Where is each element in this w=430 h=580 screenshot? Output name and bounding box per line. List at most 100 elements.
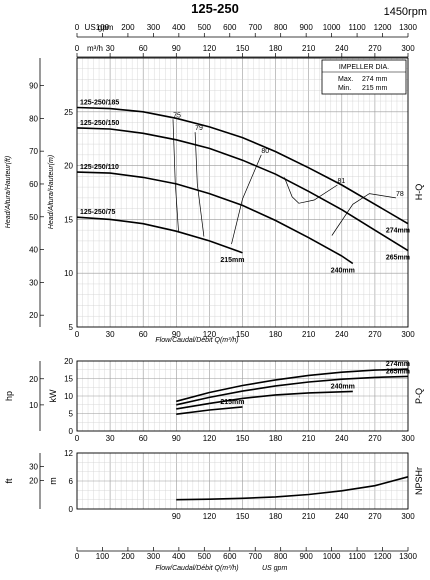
x-tick-label: 240	[335, 330, 349, 339]
label-layer: 0 30 60 90 120 150 180 210 240 270 300510152025203…	[4, 23, 424, 572]
y-ft-tick-label: 40	[29, 246, 38, 255]
power-x-tick-label: 0	[75, 434, 80, 443]
head-curve-name: 125-250/150	[80, 120, 119, 127]
npsh-x-tick-label: 300	[401, 512, 415, 521]
top-m3h-tick-label: 90	[172, 44, 181, 53]
top-gpm-tick-label: 800	[274, 23, 288, 32]
top-m3h-tick-label: 0	[75, 44, 80, 53]
top-gpm-unit-label: US gpm	[85, 23, 114, 32]
bottom-gpm-tick-label: 900	[299, 552, 313, 561]
npsh-x-tick-label: 270	[368, 512, 382, 521]
y-ft-tick-label: 80	[29, 114, 38, 123]
bottom-gpm-tick-label: 0	[75, 552, 80, 561]
top-gpm-tick-label: 700	[249, 23, 263, 32]
impeller-box-title: IMPELLER DIA.	[339, 64, 389, 71]
y-tick-label: 10	[64, 269, 73, 278]
bottom-gpm-tick-label: 800	[274, 552, 288, 561]
npsh-y-tick-label: 0	[69, 505, 74, 514]
power-y-tick-label: 5	[69, 410, 74, 419]
x-tick-label: 120	[203, 330, 217, 339]
power-y-tick-label: 20	[64, 357, 73, 366]
power-curve-240mm	[176, 390, 353, 410]
power-x-tick-label: 30	[106, 434, 115, 443]
power-x-tick-label: 240	[335, 434, 349, 443]
npsh-x-tick-label: 240	[335, 512, 349, 521]
top-m3h-tick-label: 180	[269, 44, 283, 53]
top-m3h-tick-label: 60	[139, 44, 148, 53]
power-curve-215mm	[176, 406, 243, 415]
top-gpm-tick-label: 600	[223, 23, 237, 32]
y-ft-tick-label: 30	[29, 278, 38, 287]
y-tick-label: 20	[64, 162, 73, 171]
power-y-tick-label: 15	[64, 375, 73, 384]
y-tick-label: 15	[64, 215, 73, 224]
head-curve-215mm	[76, 216, 243, 254]
plot-frame	[76, 452, 409, 510]
efficiency-label: 81	[337, 178, 345, 185]
npsh-x-tick-label: 120	[203, 512, 217, 521]
npsh-y-title-ft: ft	[4, 478, 14, 484]
plot-frame	[76, 57, 409, 328]
speed-label: 1450rpm	[384, 6, 427, 18]
efficiency-label: 78	[396, 191, 404, 198]
side-label-pq: P-Q	[414, 388, 424, 404]
npsh-curve	[176, 476, 409, 501]
head-curve-diameter-label: 274mm	[386, 228, 410, 235]
plot-frame	[76, 360, 409, 432]
side-label-npsh: NPSHr	[414, 467, 424, 495]
x-tick-label: 150	[236, 330, 250, 339]
top-m3h-tick-label: 300	[401, 44, 415, 53]
bottom-gpm-tick-label: 500	[198, 552, 212, 561]
bottom-gpm-tick-label: 1300	[399, 552, 417, 561]
x-tick-label: 300	[401, 330, 415, 339]
efficiency-curve	[284, 177, 338, 204]
efficiency-label: 80	[261, 148, 269, 155]
power-curve-label: 215mm	[220, 399, 244, 406]
npsh-ft-tick-label: 20	[29, 477, 38, 486]
npsh-y-tick-label: 6	[69, 477, 74, 486]
x-axis-title: Flow/Caudal/Débit Q(m³/h)	[155, 337, 238, 344]
head-curve-diameter-label: 240mm	[331, 268, 355, 275]
top-gpm-tick-label: 1100	[348, 23, 366, 32]
top-m3h-tick-label: 150	[236, 44, 250, 53]
top-gpm-tick-label: 200	[121, 23, 135, 32]
power-x-tick-label: 120	[203, 434, 217, 443]
npsh-x-tick-label: 210	[302, 512, 316, 521]
power-x-tick-label: 210	[302, 434, 316, 443]
bottom-x-axis-title: Flow/Caudal/Débit Q(m³/h)	[155, 565, 238, 572]
efficiency-curve	[331, 193, 396, 236]
head-curve-240mm	[76, 171, 354, 265]
x-tick-label: 210	[302, 330, 316, 339]
x-tick-label: 90	[172, 330, 181, 339]
bottom-gpm-tick-label: 100	[96, 552, 110, 561]
bottom-gpm-unit-label: US gpm	[262, 565, 287, 572]
top-m3h-tick-label: 240	[335, 44, 349, 53]
top-m3h-tick-label: 30	[106, 44, 115, 53]
x-tick-label: 270	[368, 330, 382, 339]
y-ft-tick-label: 90	[29, 82, 38, 91]
npsh-y-title-m: m	[48, 477, 58, 485]
power-x-tick-label: 270	[368, 434, 382, 443]
top-gpm-tick-label: 1000	[323, 23, 341, 32]
power-y-title-kw: kW	[48, 389, 58, 403]
top-gpm-tick-label: 1200	[374, 23, 392, 32]
impeller-max-label: Max.	[338, 76, 353, 83]
bottom-gpm-tick-label: 1000	[323, 552, 341, 561]
head-curve-name: 125-250/185	[80, 99, 119, 106]
power-x-tick-label: 60	[139, 434, 148, 443]
top-gpm-tick-label: 300	[147, 23, 161, 32]
efficiency-label: 75	[173, 112, 181, 119]
power-x-tick-label: 90	[172, 434, 181, 443]
npsh-x-tick-label: 180	[269, 512, 283, 521]
head-curve-274mm	[76, 106, 409, 225]
power-x-tick-label: 300	[401, 434, 415, 443]
top-m3h-unit-label: m³/h	[87, 44, 103, 53]
bottom-gpm-tick-label: 1200	[374, 552, 392, 561]
top-m3h-tick-label: 210	[302, 44, 316, 53]
bottom-gpm-tick-label: 400	[172, 552, 186, 561]
power-x-tick-label: 180	[269, 434, 283, 443]
y-ft-tick-label: 70	[29, 147, 38, 156]
power-y-title-hp: hp	[4, 391, 14, 401]
y-ft-tick-label: 50	[29, 213, 38, 222]
npsh-y-tick-label: 12	[64, 449, 73, 458]
